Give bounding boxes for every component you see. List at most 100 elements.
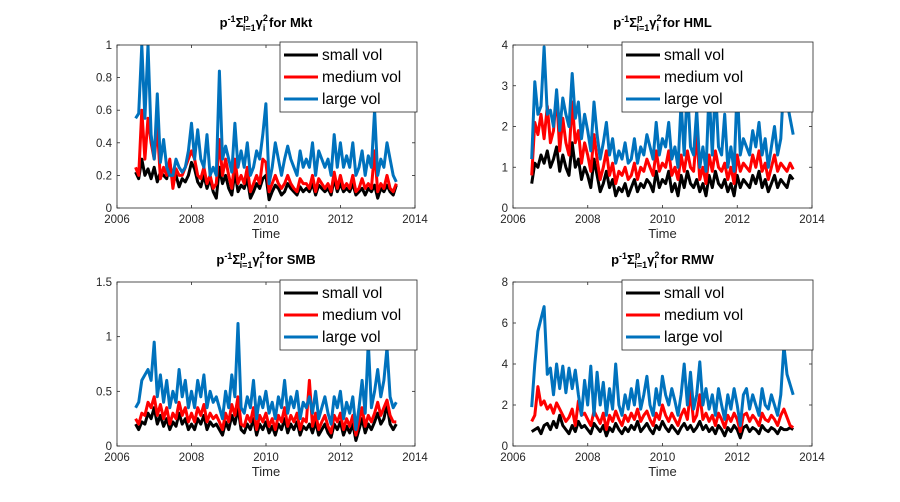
x-axis-label: Time [252, 464, 280, 479]
legend-label: large vol [664, 329, 723, 346]
legend: small vol medium vol large vol [621, 41, 814, 113]
series-line-large [530, 45, 795, 173]
title-superscript: p [637, 13, 643, 23]
series-line-medium [530, 92, 795, 186]
title-superscript: 2 [654, 250, 659, 260]
title-superscript: -1 [619, 251, 627, 261]
title-text: p [613, 15, 621, 30]
legend-label: medium vol [664, 69, 743, 86]
y-tick-label: 0.5 [96, 386, 112, 398]
y-tick-label: 0.6 [96, 105, 112, 117]
legend-label: small vol [664, 47, 724, 64]
x-tick-label: 2008 [179, 214, 205, 226]
title-gamma: γ [252, 252, 260, 267]
series-line-medium [134, 378, 397, 437]
title-subscript: i=1 [243, 23, 256, 33]
title-subscript: i [260, 260, 263, 270]
title-text: for SMB [262, 252, 315, 267]
series-line-medium [530, 385, 795, 434]
x-tick-label: 2012 [724, 214, 750, 226]
x-tick-label: 2014 [799, 452, 825, 464]
y-tick-label: 1.5 [96, 277, 112, 289]
legend-label: large vol [322, 91, 381, 108]
x-tick-label: 2012 [328, 452, 354, 464]
y-tick-label: 2 [502, 400, 508, 412]
series-line-large [134, 45, 398, 186]
series-line-medium [134, 108, 398, 194]
y-tick-label: 3 [502, 81, 508, 93]
y-tick-label: 4 [502, 359, 509, 371]
x-tick-label: 2008 [575, 452, 601, 464]
y-tick-label: 0.2 [96, 170, 112, 182]
chart-panel-0: 2006 2008 2010 2012 2014 0 0.2 0.4 0.6 0.8 1 Time p-… [96, 13, 428, 241]
legend-label: medium vol [664, 307, 743, 324]
x-axis-label: Time [648, 464, 676, 479]
title-superscript: 2 [657, 13, 662, 23]
x-tick-label: 2012 [724, 452, 750, 464]
y-tick-label: 0 [502, 441, 508, 453]
legend-label: medium vol [322, 69, 401, 86]
title-subscript: i [263, 23, 266, 33]
x-tick-label: 2010 [650, 452, 676, 464]
title-text: p [220, 15, 228, 30]
title-superscript: -1 [224, 251, 232, 261]
chart-title: p-1Σp i=1γ2 i for HML [613, 13, 712, 33]
chart-title: p-1Σp i=1γ2 i for RMW [611, 250, 715, 270]
x-axis-label: Time [648, 226, 676, 241]
legend-label: small vol [322, 285, 382, 302]
x-tick-label: 2012 [328, 214, 354, 226]
legend: small vol medium vol large vol [279, 279, 418, 351]
title-gamma: γ [649, 15, 657, 30]
title-gamma: γ [647, 252, 655, 267]
title-subscript: i=1 [634, 260, 647, 270]
x-tick-label: 2014 [402, 452, 428, 464]
x-tick-label: 2006 [500, 452, 526, 464]
legend: small vol medium vol large vol [621, 279, 814, 351]
legend-label: medium vol [322, 307, 401, 324]
x-tick-label: 2008 [179, 452, 205, 464]
chart-title: p-1Σp i=1γ2 i for SMB [216, 250, 315, 270]
y-tick-label: 8 [502, 277, 508, 289]
y-tick-label: 0 [106, 203, 112, 215]
title-subscript: i=1 [637, 23, 650, 33]
title-text: for Mkt [265, 15, 313, 30]
y-tick-label: 0 [502, 203, 508, 215]
title-superscript: p [243, 13, 249, 23]
legend-label: large vol [322, 329, 381, 346]
title-text: p [611, 252, 619, 267]
title-text: for RMW [657, 252, 715, 267]
title-subscript: i=1 [240, 260, 253, 270]
title-sigma: Σ [627, 252, 635, 267]
title-superscript: p [240, 250, 246, 260]
legend-label: small vol [322, 47, 382, 64]
y-tick-label: 6 [502, 318, 508, 330]
legend-label: small vol [664, 285, 724, 302]
y-tick-label: 1 [106, 40, 112, 52]
series-line-small [530, 141, 795, 198]
series-line-large [134, 322, 398, 432]
title-superscript: -1 [621, 14, 629, 24]
y-tick-label: 4 [502, 40, 509, 52]
title-superscript: 2 [263, 13, 268, 23]
x-tick-label: 2014 [402, 214, 428, 226]
title-text: p [216, 252, 224, 267]
series-line-small [530, 413, 795, 440]
x-tick-label: 2008 [575, 214, 601, 226]
x-axis-label: Time [252, 226, 280, 241]
title-text: for HML [659, 15, 712, 30]
x-tick-label: 2006 [104, 214, 130, 226]
x-tick-label: 2006 [104, 452, 130, 464]
y-tick-label: 0 [106, 441, 112, 453]
series-line-large [530, 305, 795, 427]
y-tick-label: 1 [502, 162, 508, 174]
title-superscript: -1 [228, 14, 236, 24]
y-tick-label: 2 [502, 122, 508, 134]
title-sigma: Σ [236, 15, 244, 30]
x-tick-label: 2014 [799, 214, 825, 226]
chart-title: p-1Σp i=1γ2 i for Mkt [220, 13, 313, 33]
x-tick-label: 2010 [253, 452, 279, 464]
